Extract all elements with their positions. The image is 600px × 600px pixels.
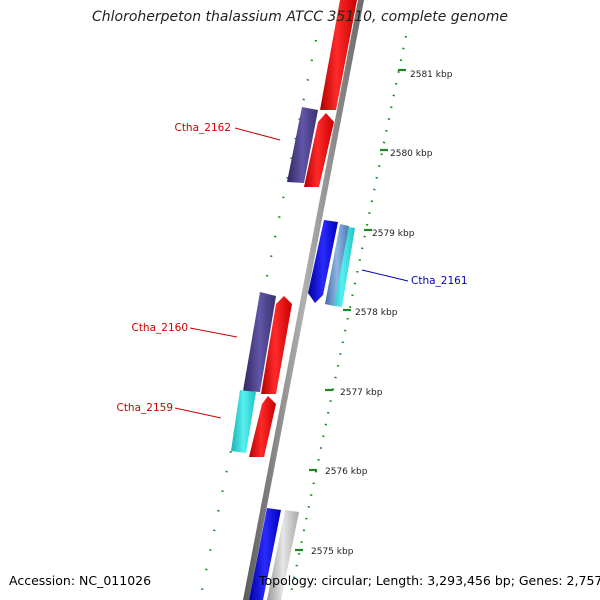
purple-feature-track <box>243 107 318 392</box>
gene-labels: Ctha_2162 Ctha_2161 Ctha_2160 Ctha_2159 <box>116 122 467 414</box>
gene-block-purple <box>243 292 276 392</box>
ruler-label-2578: 2578 kbp <box>355 308 398 318</box>
gene-arrow-steelblue <box>325 224 349 306</box>
map-title: Chloroherpeton thalassium ATCC 35110, co… <box>92 9 508 25</box>
accession-text: Accession: NC_011026 <box>9 573 152 588</box>
gene-label-ctha-2161: Ctha_2161 <box>411 275 468 287</box>
genome-backbone <box>243 0 364 600</box>
gene-label-ctha-2160: Ctha_2160 <box>131 322 188 334</box>
gene-arrow-gray <box>267 510 299 600</box>
genome-summary-text: Topology: circular; Length: 3,293,456 bp… <box>259 573 600 588</box>
gene-block-purple <box>287 107 318 183</box>
reverse-cds-track <box>249 220 349 600</box>
gene-arrow-blue <box>249 508 281 600</box>
gene-label-ctha-2162: Ctha_2162 <box>174 122 231 134</box>
gene-arrow-blue <box>308 220 338 303</box>
gene-label-ctha-2159: Ctha_2159 <box>116 402 173 414</box>
ruler-label-2581: 2581 kbp <box>410 70 453 80</box>
leader-lines <box>174 127 409 419</box>
ruler-label-2580: 2580 kbp <box>390 149 433 159</box>
major-ticks <box>295 68 406 552</box>
gene-block-cyan <box>231 390 256 453</box>
gene-arrow-red <box>261 296 292 394</box>
ruler-label-2576: 2576 kbp <box>325 467 368 477</box>
gene-arrow-red <box>320 0 357 110</box>
gene-arrow-red <box>304 113 334 187</box>
ruler-label-2577: 2577 kbp <box>340 388 383 398</box>
ruler-label-2579: 2579 kbp <box>372 229 415 239</box>
ruler-labels: 2581 kbp 2580 kbp 2579 kbp 2578 kbp 2577… <box>311 70 453 557</box>
forward-cds-track <box>249 0 357 457</box>
ruler-label-2575: 2575 kbp <box>311 547 354 557</box>
gene-arrow-red <box>249 396 276 457</box>
